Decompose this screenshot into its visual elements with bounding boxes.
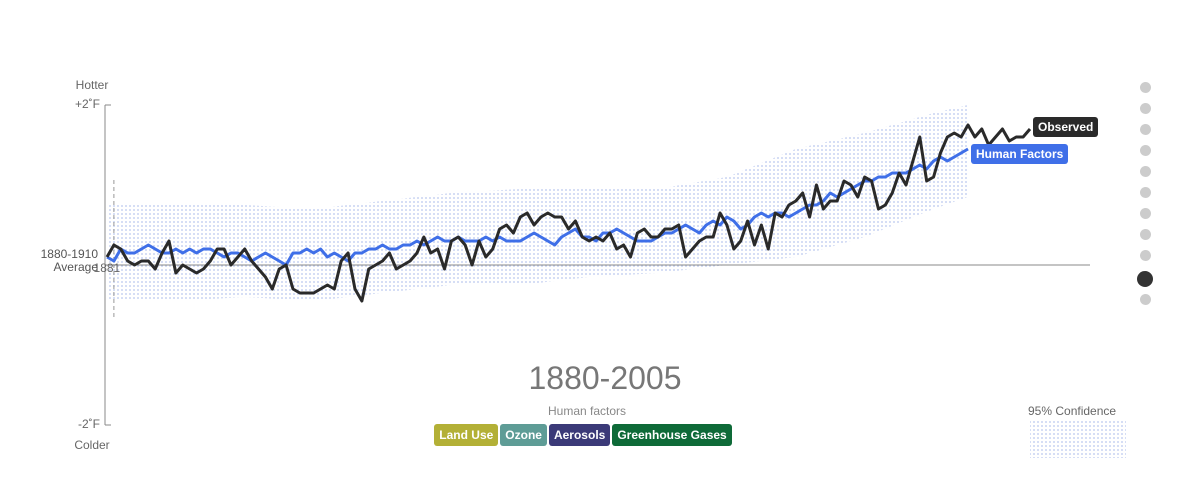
factor-button[interactable]: Greenhouse Gases — [612, 424, 732, 446]
period-title: 1880-2005 — [528, 360, 682, 396]
nav-dot[interactable] — [1137, 271, 1153, 287]
nav-dot[interactable] — [1140, 103, 1151, 114]
nav-dot[interactable] — [1140, 166, 1151, 177]
series-tag: Human Factors — [971, 144, 1069, 164]
nav-dot[interactable] — [1140, 187, 1151, 198]
nav-dot[interactable] — [1140, 250, 1151, 261]
cursor-label: 1881 — [94, 261, 121, 275]
confidence-band — [107, 105, 969, 301]
y-label-bottom: Colder — [74, 438, 109, 452]
slide-nav — [1137, 82, 1153, 315]
confidence-legend-label: 95% Confidence — [1028, 404, 1117, 418]
series-tag: Observed — [1033, 117, 1099, 137]
confidence-legend-swatch — [1030, 420, 1126, 458]
series-line — [105, 123, 1032, 303]
factor-button[interactable]: Land Use — [434, 424, 499, 446]
nav-dot[interactable] — [1140, 124, 1151, 135]
nav-dot[interactable] — [1140, 229, 1151, 240]
y-tick-label: -2˚F — [78, 417, 100, 431]
y-tick-label: +2˚F — [75, 97, 100, 111]
factor-buttons: Land Use Ozone Aerosols Greenhouse Gases — [0, 424, 1166, 446]
factor-button[interactable]: Aerosols — [548, 424, 611, 446]
nav-dot[interactable] — [1140, 294, 1151, 305]
nav-dot[interactable] — [1140, 208, 1151, 219]
y-tick-label: 1880-1910 Average — [40, 247, 98, 274]
nav-dot[interactable] — [1140, 82, 1151, 93]
y-label-top: Hotter — [76, 78, 109, 92]
factor-button[interactable]: Ozone — [500, 424, 547, 446]
human-factors-label: Human factors — [547, 404, 627, 418]
nav-dot[interactable] — [1140, 145, 1151, 156]
